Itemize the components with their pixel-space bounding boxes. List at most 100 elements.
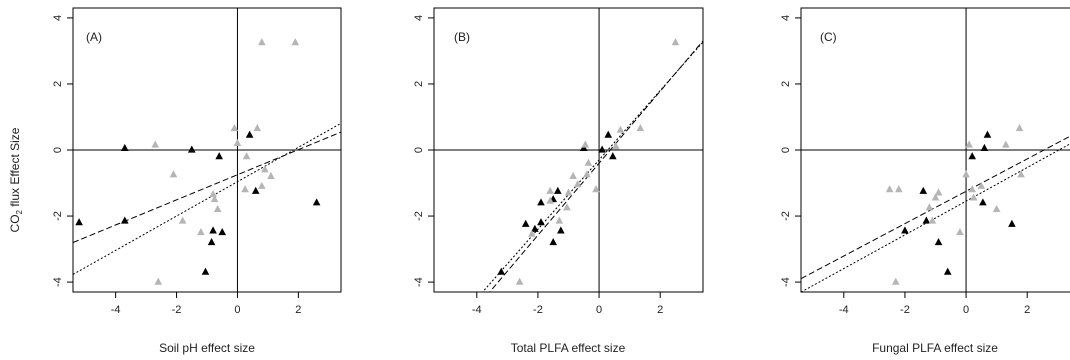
y-tick-label: -4 xyxy=(52,277,64,287)
y-axis-title: CO2 flux Effect Size xyxy=(8,127,24,232)
point-black xyxy=(187,145,196,153)
x-tick-label: 2 xyxy=(657,304,663,316)
x-tick-label: -4 xyxy=(839,304,849,316)
x-tick-label: 0 xyxy=(596,304,602,316)
point-black xyxy=(521,219,530,227)
point-black xyxy=(537,218,545,226)
x-tick-label: -4 xyxy=(472,304,482,316)
point-grey xyxy=(925,203,934,211)
point-grey xyxy=(546,186,554,194)
x-axis-label: Soil pH effect size xyxy=(159,341,255,355)
point-grey xyxy=(934,188,943,196)
point-grey xyxy=(267,171,275,180)
y-tick-label: 4 xyxy=(413,15,425,21)
point-grey xyxy=(569,171,577,180)
point-black xyxy=(537,198,545,206)
fit-line-dashed xyxy=(801,135,1070,280)
point-grey xyxy=(261,165,269,173)
y-tick-label: 0 xyxy=(52,147,64,153)
point-black xyxy=(120,143,129,151)
x-tick-label: -4 xyxy=(111,304,121,316)
point-black xyxy=(75,218,83,226)
point-grey xyxy=(230,124,239,132)
point-grey xyxy=(258,181,266,189)
point-black xyxy=(209,226,217,234)
point-grey xyxy=(213,204,222,213)
y-tick-label: 0 xyxy=(413,147,425,153)
point-grey xyxy=(1002,140,1010,148)
point-black xyxy=(919,186,928,194)
point-grey xyxy=(151,140,160,148)
point-grey xyxy=(592,185,600,193)
point-grey xyxy=(546,196,554,204)
point-grey xyxy=(636,124,645,132)
y-tick-label: 4 xyxy=(780,15,792,21)
point-black xyxy=(312,198,321,206)
x-tick-label: 0 xyxy=(963,304,969,316)
point-grey xyxy=(965,140,973,148)
point-grey xyxy=(962,170,970,178)
y-axis-title-rest: flux Effect Size xyxy=(8,127,22,210)
point-grey xyxy=(563,203,571,211)
x-tick-label: 2 xyxy=(295,304,301,316)
point-black xyxy=(207,237,216,246)
point-black xyxy=(531,224,539,232)
point-grey xyxy=(969,193,978,201)
point-grey xyxy=(555,216,564,224)
point-black xyxy=(120,216,129,224)
point-black xyxy=(934,237,943,246)
point-grey xyxy=(528,229,536,237)
point-black xyxy=(554,186,562,194)
y-tick-label: -2 xyxy=(413,211,425,221)
point-black xyxy=(968,152,976,160)
point-grey xyxy=(581,140,590,148)
point-grey xyxy=(891,277,900,285)
point-black xyxy=(245,130,254,138)
panel-label: (A) xyxy=(86,30,102,44)
point-grey xyxy=(242,152,251,160)
point-black xyxy=(557,226,565,234)
point-grey xyxy=(583,170,591,178)
y-tick-label: 4 xyxy=(52,15,64,21)
point-grey xyxy=(931,193,940,201)
point-black xyxy=(609,152,617,160)
y-tick-label: -4 xyxy=(413,277,425,287)
point-black xyxy=(497,267,506,275)
fit-line-dashed xyxy=(73,131,341,243)
panel-b: (B) Total PLFA effect size -4 -2 0 2 -4 -2 0 2 4 xyxy=(413,7,704,355)
panel-label: (B) xyxy=(454,30,470,44)
point-grey xyxy=(291,38,300,46)
point-grey xyxy=(895,185,903,193)
x-axis-label: Fungal PLFA effect size xyxy=(872,341,998,355)
y-tick-label: 0 xyxy=(780,147,792,153)
point-grey xyxy=(197,228,205,236)
y-tick-label: 2 xyxy=(52,81,64,87)
point-grey xyxy=(956,228,964,236)
point-grey xyxy=(992,204,1001,213)
point-grey xyxy=(253,124,262,132)
point-black xyxy=(922,216,931,224)
point-black xyxy=(218,228,227,236)
fit-line-dashed xyxy=(489,40,703,292)
point-black xyxy=(1008,219,1016,227)
x-tick-label: -2 xyxy=(900,304,910,316)
y-tick-label: 2 xyxy=(780,81,792,87)
point-black xyxy=(604,130,613,138)
y-axis-title-subscript: 2 xyxy=(15,209,24,214)
point-black xyxy=(983,130,992,138)
y-tick-label: -4 xyxy=(780,277,792,287)
y-tick-label: 2 xyxy=(413,81,425,87)
point-grey xyxy=(169,170,178,178)
point-grey xyxy=(968,185,976,193)
point-black xyxy=(980,143,989,151)
point-black xyxy=(549,237,558,246)
point-black xyxy=(215,152,223,160)
point-grey xyxy=(977,181,986,189)
point-grey xyxy=(616,125,625,133)
point-grey xyxy=(1015,124,1024,132)
panel-a: (A) Soil pH effect size -4 -2 0 2 -4 -2 0 2 4 xyxy=(52,7,342,355)
x-tick-label: 2 xyxy=(1024,304,1030,316)
panel-c: (C) Fungal PLFA effect size -4 -2 0 2 -4 -2 0 2… xyxy=(780,7,1070,355)
point-grey xyxy=(209,190,217,198)
